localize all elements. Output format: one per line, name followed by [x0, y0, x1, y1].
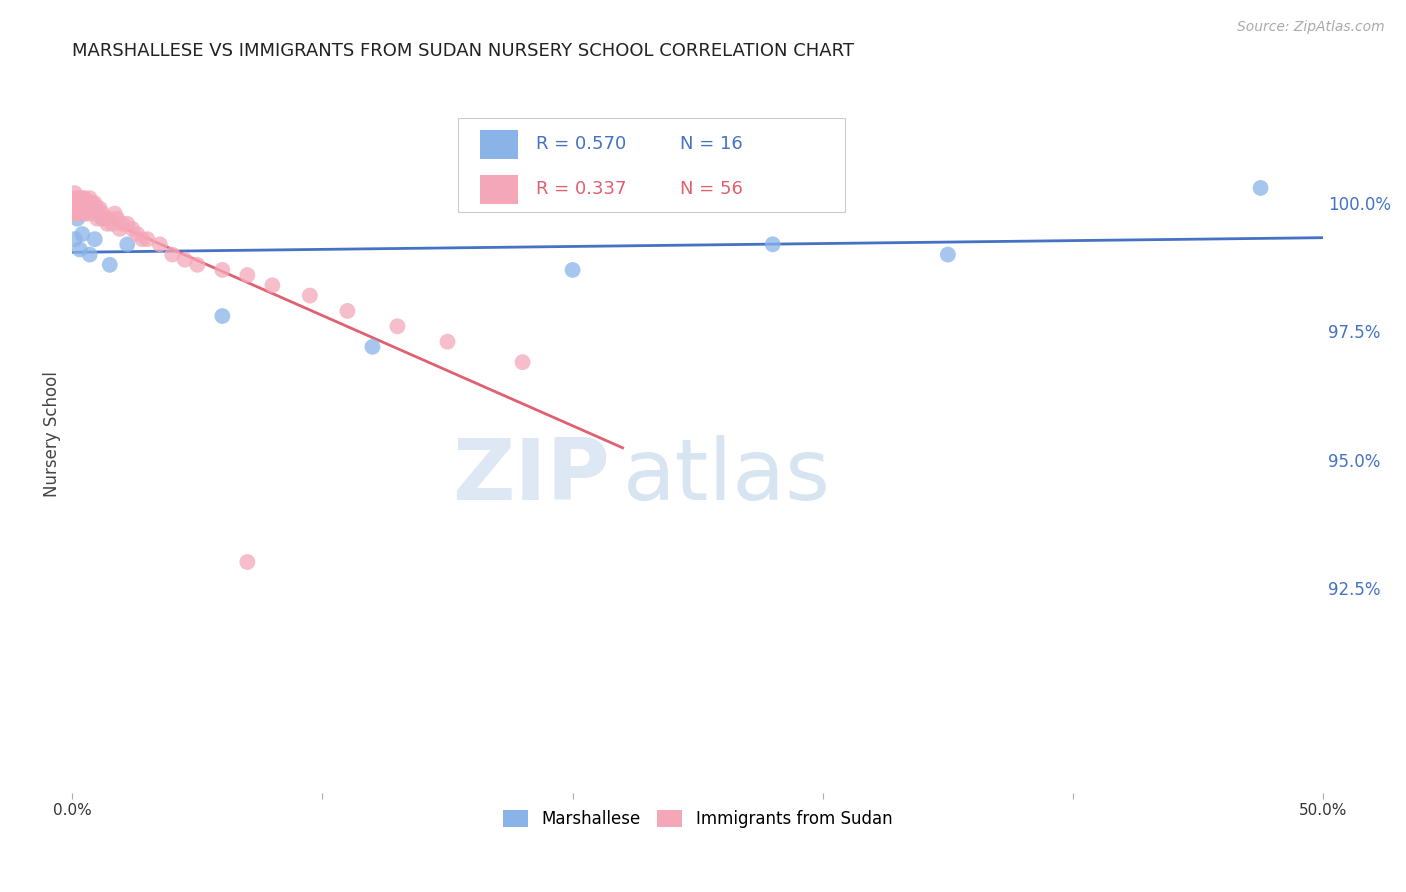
- Point: [131, 232, 153, 246]
- Point: [73, 206, 96, 220]
- Point: [436, 334, 458, 349]
- Point: [86, 202, 108, 216]
- Point: [236, 555, 259, 569]
- Point: [91, 211, 114, 226]
- Point: [211, 263, 233, 277]
- Point: [94, 211, 117, 226]
- Point: [236, 268, 259, 282]
- Point: [117, 217, 139, 231]
- Point: [73, 202, 96, 216]
- Point: [762, 237, 785, 252]
- Text: atlas: atlas: [623, 435, 831, 518]
- Point: [149, 237, 172, 252]
- Point: [98, 211, 121, 226]
- Point: [111, 217, 134, 231]
- Point: [361, 340, 384, 354]
- Point: [117, 237, 139, 252]
- Point: [70, 227, 93, 241]
- Point: [91, 206, 114, 220]
- Text: N = 56: N = 56: [681, 180, 742, 198]
- Point: [101, 217, 124, 231]
- Point: [69, 206, 91, 220]
- Point: [98, 258, 121, 272]
- Point: [104, 206, 127, 220]
- Point: [105, 211, 128, 226]
- Point: [69, 202, 91, 216]
- Point: [70, 202, 93, 216]
- Text: MARSHALLESE VS IMMIGRANTS FROM SUDAN NURSERY SCHOOL CORRELATION CHART: MARSHALLESE VS IMMIGRANTS FROM SUDAN NUR…: [72, 42, 855, 60]
- Point: [83, 232, 105, 246]
- Legend: Marshallese, Immigrants from Sudan: Marshallese, Immigrants from Sudan: [496, 803, 898, 835]
- Point: [79, 202, 101, 216]
- Point: [136, 232, 159, 246]
- Point: [936, 247, 959, 261]
- Point: [298, 288, 321, 302]
- Point: [70, 196, 93, 211]
- Text: R = 0.570: R = 0.570: [536, 135, 627, 153]
- Point: [262, 278, 284, 293]
- Point: [173, 252, 195, 267]
- Point: [63, 196, 86, 211]
- Point: [76, 196, 98, 211]
- Point: [108, 222, 131, 236]
- Point: [121, 222, 143, 236]
- Point: [82, 206, 104, 220]
- Point: [63, 232, 86, 246]
- Point: [69, 191, 91, 205]
- Point: [96, 217, 118, 231]
- Point: [387, 319, 409, 334]
- Point: [66, 196, 89, 211]
- Point: [86, 211, 108, 226]
- Point: [63, 186, 86, 200]
- Point: [63, 191, 86, 205]
- Point: [127, 227, 149, 241]
- Point: [76, 206, 98, 220]
- Point: [211, 309, 233, 323]
- Point: [512, 355, 534, 369]
- Point: [66, 211, 89, 226]
- Point: [82, 196, 104, 211]
- Point: [89, 202, 111, 216]
- Point: [63, 202, 86, 216]
- Text: R = 0.337: R = 0.337: [536, 180, 627, 198]
- FancyBboxPatch shape: [457, 119, 845, 211]
- Point: [1250, 181, 1272, 195]
- FancyBboxPatch shape: [479, 130, 517, 159]
- Y-axis label: Nursery School: Nursery School: [44, 371, 60, 497]
- Point: [66, 191, 89, 205]
- Text: ZIP: ZIP: [453, 435, 610, 518]
- Point: [336, 304, 359, 318]
- Point: [66, 202, 89, 216]
- Point: [66, 206, 89, 220]
- Point: [79, 247, 101, 261]
- Point: [186, 258, 208, 272]
- Point: [79, 191, 101, 205]
- Point: [69, 196, 91, 211]
- Point: [63, 206, 86, 220]
- Point: [162, 247, 184, 261]
- Point: [69, 243, 91, 257]
- Point: [73, 202, 96, 216]
- FancyBboxPatch shape: [479, 175, 517, 204]
- Point: [83, 196, 105, 211]
- Point: [70, 191, 93, 205]
- Point: [73, 191, 96, 205]
- Point: [561, 263, 583, 277]
- Text: N = 16: N = 16: [681, 135, 742, 153]
- Text: Source: ZipAtlas.com: Source: ZipAtlas.com: [1237, 20, 1385, 34]
